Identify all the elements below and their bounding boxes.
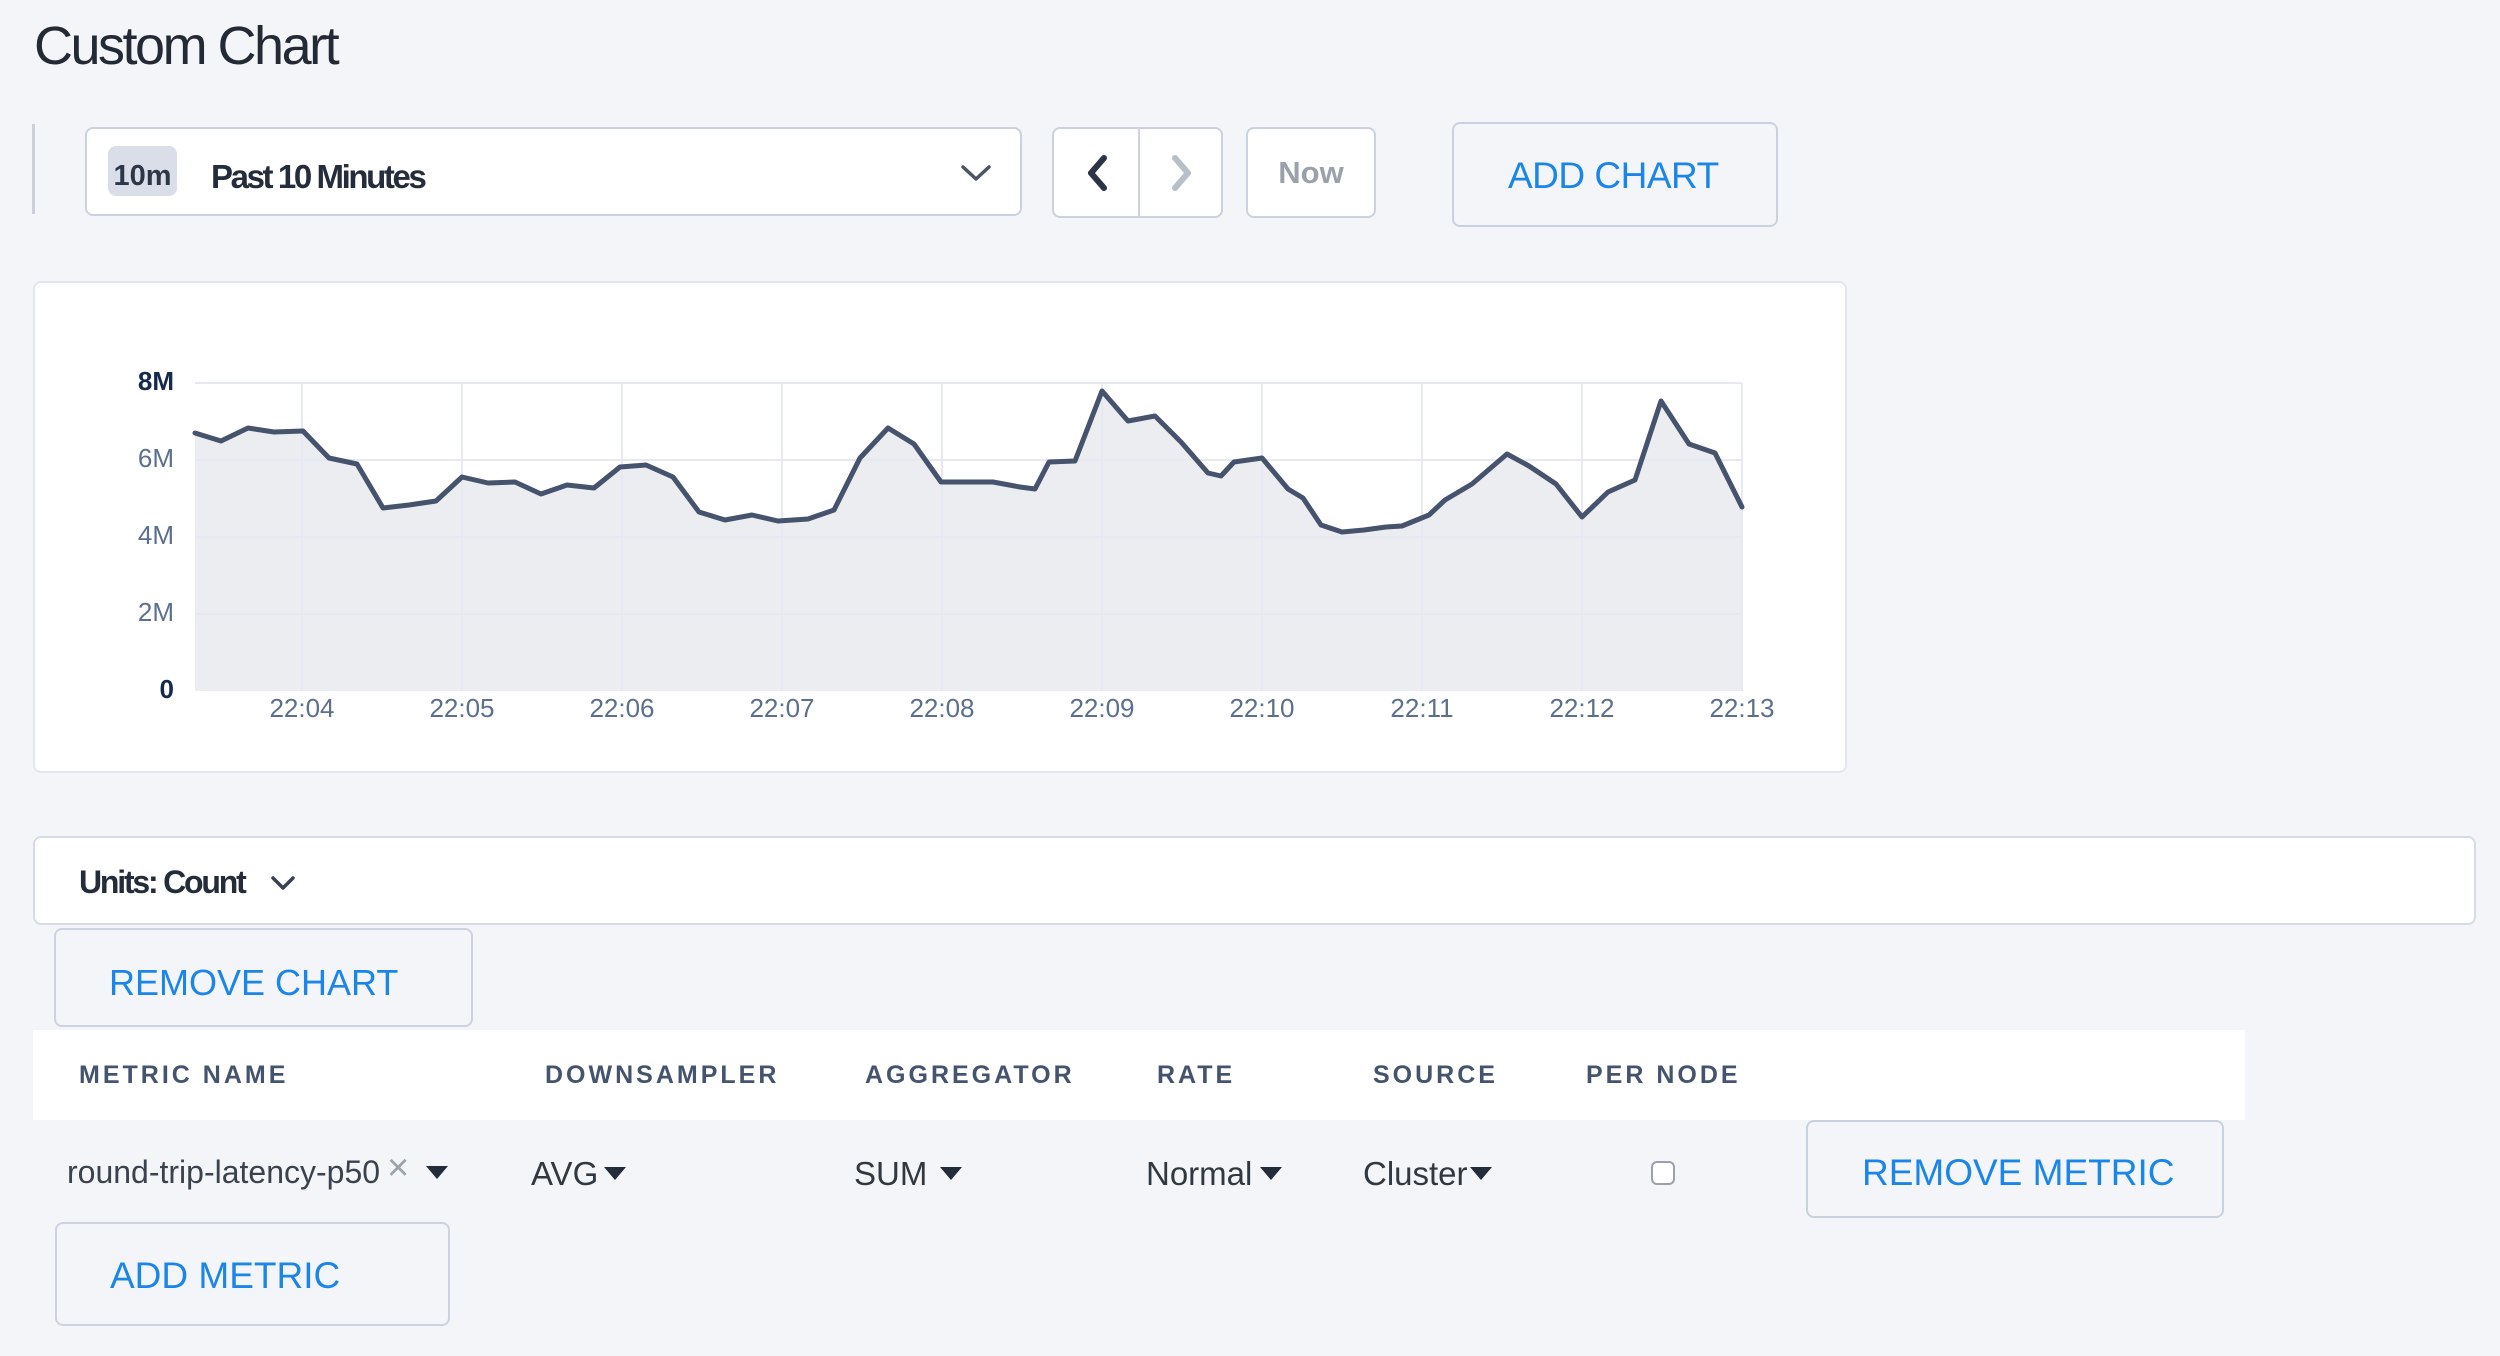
svg-text:22:11: 22:11 xyxy=(1390,693,1453,723)
svg-text:22:09: 22:09 xyxy=(1069,693,1134,723)
svg-text:6M: 6M xyxy=(138,443,174,473)
svg-text:22:07: 22:07 xyxy=(749,693,814,723)
svg-text:0: 0 xyxy=(160,674,174,704)
svg-text:22:08: 22:08 xyxy=(909,693,974,723)
svg-text:22:05: 22:05 xyxy=(429,693,494,723)
svg-text:2M: 2M xyxy=(138,597,174,627)
svg-text:22:06: 22:06 xyxy=(589,693,654,723)
svg-text:22:12: 22:12 xyxy=(1549,693,1614,723)
svg-text:8M: 8M xyxy=(138,366,174,396)
svg-text:4M: 4M xyxy=(138,520,174,550)
svg-text:22:10: 22:10 xyxy=(1229,693,1294,723)
svg-text:22:04: 22:04 xyxy=(269,693,334,723)
svg-text:22:13: 22:13 xyxy=(1709,693,1774,723)
